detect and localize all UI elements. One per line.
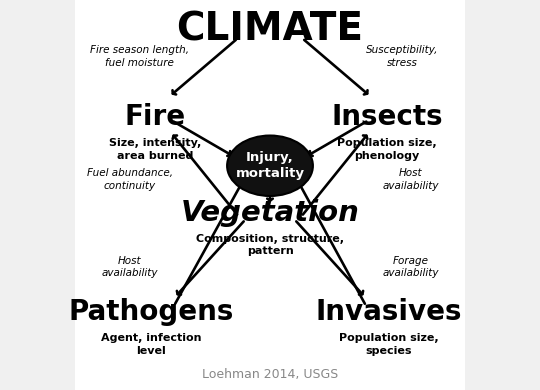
Text: Loehman 2014, USGS: Loehman 2014, USGS [202,368,338,381]
FancyBboxPatch shape [69,0,471,390]
Text: Population size,
species: Population size, species [339,333,439,356]
Text: Injury,
mortality: Injury, mortality [235,151,305,180]
Text: Population size,
phenology: Population size, phenology [337,138,437,161]
Text: Host
availability: Host availability [382,168,438,191]
Text: Pathogens: Pathogens [69,298,234,326]
Text: Forage
availability: Forage availability [382,256,438,278]
Text: Host
availability: Host availability [102,256,158,278]
Text: Insects: Insects [331,103,443,131]
Text: Fire: Fire [124,103,186,131]
Text: Agent, infection
level: Agent, infection level [101,333,201,356]
Text: Fuel abundance,
continuity: Fuel abundance, continuity [86,168,173,191]
Ellipse shape [227,136,313,196]
Text: Susceptibility,
stress: Susceptibility, stress [367,45,439,68]
Text: Fire season length,
fuel moisture: Fire season length, fuel moisture [90,45,189,68]
Text: Composition, structure,
pattern: Composition, structure, pattern [196,234,344,256]
Text: Vegetation: Vegetation [180,199,360,227]
Text: Invasives: Invasives [316,298,462,326]
Text: CLIMATE: CLIMATE [177,10,363,48]
Text: Size, intensity,
area burned: Size, intensity, area burned [109,138,201,161]
